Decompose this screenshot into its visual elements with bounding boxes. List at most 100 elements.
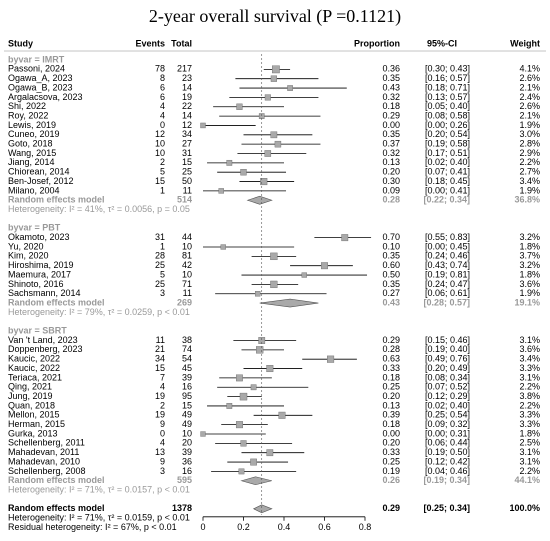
- proportion: 0.33: [382, 447, 400, 457]
- weight: 2.2%: [519, 466, 540, 476]
- study-name: Mahadevan, 2010: [8, 456, 80, 466]
- events: 4: [160, 382, 165, 392]
- ci: [0.00; 0.31]: [425, 428, 470, 438]
- chart-title: 2-year overall survival (P =0.1121): [149, 6, 401, 27]
- events: 10: [155, 148, 165, 158]
- x-tick-label: 0.2: [237, 522, 250, 532]
- heterogeneity: Heterogeneity: I² = 71%, τ² = 0.0159, p …: [8, 513, 190, 523]
- total: 95: [182, 391, 192, 401]
- summary-diamond: [252, 504, 273, 514]
- proportion: 0.29: [382, 335, 400, 345]
- proportion: 0.63: [382, 354, 400, 364]
- events: 8: [160, 73, 165, 83]
- proportion: 0.20: [382, 438, 400, 448]
- proportion: 0.00: [382, 428, 400, 438]
- study-name: Roy, 2022: [8, 110, 48, 120]
- study-square: [301, 272, 307, 278]
- weight: 1.8%: [519, 428, 540, 438]
- proportion: 0.18: [382, 419, 400, 429]
- summary-label: Random effects model: [8, 297, 105, 307]
- ci: [0.06; 0.61]: [425, 288, 470, 298]
- study-square: [264, 94, 271, 101]
- weight: 2.7%: [519, 167, 540, 177]
- total: 12: [182, 120, 192, 130]
- proportion: 0.25: [382, 456, 400, 466]
- weight: 3.0%: [519, 129, 540, 139]
- events: 31: [155, 232, 165, 242]
- events: 1: [160, 185, 165, 195]
- events: 4: [160, 101, 165, 111]
- study-name: Kaucic, 2022: [8, 354, 60, 364]
- proportion: 0.28: [382, 344, 400, 354]
- study-square: [238, 468, 245, 475]
- total: 1378: [172, 503, 192, 513]
- proportion: 0.09: [382, 185, 400, 195]
- study-name: Cuneo, 2019: [8, 129, 60, 139]
- weight: 3.1%: [519, 372, 540, 382]
- total: 38: [182, 335, 192, 345]
- header-study: Study: [8, 38, 33, 48]
- events: 12: [155, 129, 165, 139]
- study-square: [220, 244, 226, 250]
- study-name: Teriaca, 2021: [8, 372, 62, 382]
- study-square: [264, 150, 272, 157]
- events: 9: [160, 419, 165, 429]
- ci: [0.19; 0.50]: [425, 447, 470, 457]
- proportion: 0.43: [382, 297, 400, 307]
- ci: [0.49; 0.76]: [425, 354, 470, 364]
- summary-label: Random effects model: [8, 475, 105, 485]
- events: 28: [155, 251, 165, 261]
- ci: [0.18; 0.45]: [425, 176, 470, 186]
- study-square: [341, 234, 349, 242]
- total: 74: [182, 344, 192, 354]
- proportion: 0.33: [382, 363, 400, 373]
- total: 16: [182, 466, 192, 476]
- events: 5: [160, 269, 165, 279]
- total: 23: [182, 73, 192, 83]
- study-square: [266, 449, 274, 457]
- total: 27: [182, 139, 192, 149]
- events: 78: [155, 64, 165, 74]
- study-square: [270, 252, 278, 261]
- study-name: Goto, 2018: [8, 139, 53, 149]
- total: 10: [182, 269, 192, 279]
- ci: [0.02; 0.40]: [425, 157, 470, 167]
- study-name: Ben-Josef, 2012: [8, 176, 74, 186]
- study-name: Kaucic, 2022: [8, 363, 60, 373]
- ci: [0.55; 0.83]: [425, 232, 470, 242]
- total: 595: [177, 475, 192, 485]
- header-total: Total: [171, 38, 192, 48]
- study-name: Okamoto, 2023: [8, 232, 70, 242]
- x-tick-label: 0.6: [318, 522, 331, 532]
- study-square: [200, 431, 206, 437]
- proportion: 0.37: [382, 139, 400, 149]
- summary-diamond: [246, 195, 273, 205]
- x-tick-label: 0.4: [278, 522, 291, 532]
- x-tick-label: 0.8: [359, 522, 372, 532]
- total: 42: [182, 260, 192, 270]
- ci: [0.13; 0.57]: [425, 92, 470, 102]
- study-name: Sachsmann, 2014: [8, 288, 81, 298]
- study-square: [266, 365, 274, 373]
- study-square: [270, 75, 277, 82]
- total: 14: [182, 110, 192, 120]
- events: 19: [155, 391, 165, 401]
- events: 4: [160, 110, 165, 120]
- study-square: [218, 188, 224, 194]
- proportion: 0.35: [382, 251, 400, 261]
- study-name: Argalacsova, 2023: [8, 92, 83, 102]
- weight: 100.0%: [509, 503, 540, 513]
- total: 49: [182, 419, 192, 429]
- study-square: [239, 392, 248, 401]
- study-square: [272, 65, 280, 74]
- study-square: [200, 122, 206, 129]
- ci: [0.19; 0.81]: [425, 269, 470, 279]
- events: 15: [155, 176, 165, 186]
- total: 36: [182, 456, 192, 466]
- study-square: [250, 458, 257, 466]
- ci: [0.20; 0.54]: [425, 129, 470, 139]
- ci: [0.19; 0.58]: [425, 139, 470, 149]
- ci: [0.43; 0.74]: [425, 260, 470, 270]
- study-square: [236, 103, 243, 110]
- weight: 3.3%: [519, 363, 540, 373]
